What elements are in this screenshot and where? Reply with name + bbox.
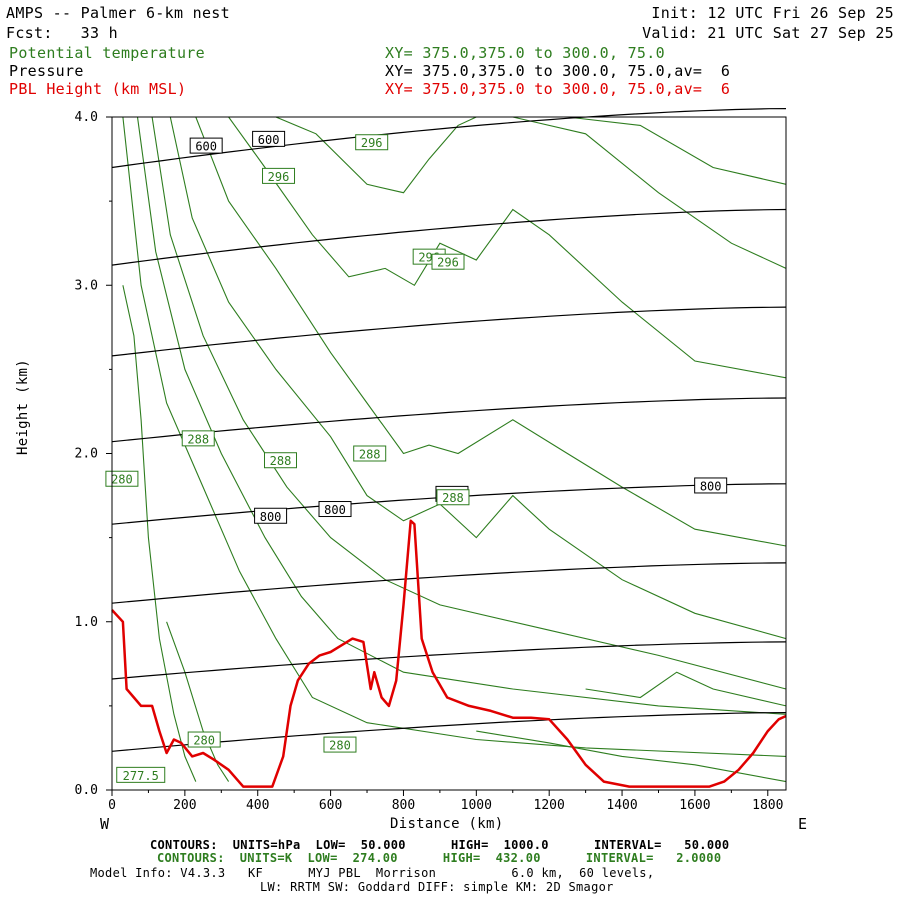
pressure-contour-label: 600 (258, 133, 280, 147)
east-label: E (798, 815, 808, 833)
theta-contour-label-box (431, 253, 465, 270)
west-label: W (100, 815, 110, 833)
pressure-contour-label-box (254, 507, 288, 524)
theta-contours (122, 116, 787, 783)
y-axis-label: Height (km) (15, 358, 31, 455)
pressure-contour-label-box (189, 137, 223, 154)
field-pressure-name: Pressure (9, 62, 84, 80)
theta-contour-label-box (355, 134, 389, 151)
physics-info: LW: RRTM SW: Goddard DIFF: simple KM: 2D… (260, 880, 614, 894)
x-tick-label: 800 (392, 798, 415, 813)
forecast-hour: Fcst: 33 h (6, 24, 118, 42)
theta-contour-label-box (436, 489, 470, 506)
x-axis-label: Distance (km) (390, 816, 504, 832)
theta-contour-label-box (187, 731, 221, 748)
init-time: Init: 12 UTC Fri 26 Sep 25 (651, 4, 894, 22)
field-theta-name: Potential temperature (9, 44, 205, 62)
model-info: Model Info: V4.3.3 KF MYJ PBL Morrison 6… (90, 866, 655, 880)
pressure-contour-line (111, 108, 787, 169)
theta-contour-line (567, 116, 787, 185)
y-tick-label: 4.0 (75, 110, 98, 125)
field-pressure-spec: XY= 375.0,375.0 to 300.0, 75.0,av= 6 (385, 62, 731, 80)
x-tick-label: 1400 (606, 798, 637, 813)
theta-contour-line (476, 730, 787, 783)
theta-contour-label: 288 (270, 454, 292, 468)
theta-contour-line (169, 116, 787, 640)
pressure-contour-label-box (318, 501, 352, 518)
theta-contour-line (136, 116, 787, 715)
y-tick-label: 1.0 (75, 615, 98, 630)
theta-contour-label-box (181, 430, 215, 447)
theta-contour-label: 296 (437, 256, 459, 270)
theta-contour-label: 288 (187, 432, 209, 446)
theta-contour-line (512, 116, 787, 269)
pressure-contour-line (111, 306, 787, 357)
theta-contour-label: 280 (329, 739, 351, 753)
x-tick-label: 600 (319, 798, 342, 813)
contour-labels: 6006008008008008002962962962962882882882… (105, 130, 728, 783)
x-tick-label: 1000 (461, 798, 492, 813)
pressure-contour-label-box (252, 130, 286, 147)
theta-contour-label-box (105, 470, 139, 487)
pbl-height-series (111, 519, 787, 788)
theta-contour-line (166, 621, 230, 782)
y-tick-label: 0.0 (75, 783, 98, 798)
x-tick-label: 400 (246, 798, 269, 813)
theta-contour-label-box (264, 452, 297, 469)
theta-contour-line (275, 116, 477, 194)
pressure-contour-label: 800 (700, 479, 722, 493)
pressure-contour-label: 800 (260, 510, 282, 524)
theta-contour-label-box (323, 736, 357, 753)
y-tick-label: 2.0 (75, 447, 98, 462)
field-pbl-spec: XY= 375.0,375.0 to 300.0, 75.0,av= 6 (385, 80, 731, 98)
theta-contour-line (151, 116, 787, 690)
x-tick-label: 1200 (534, 798, 565, 813)
theta-contour-line (195, 116, 787, 547)
pressure-contour-label: 800 (324, 503, 346, 517)
theta-contour-label: 277.5 (123, 769, 159, 783)
model-title: AMPS -- Palmer 6-km nest (6, 4, 230, 22)
theta-contour-label-box (116, 766, 166, 783)
pressure-contour-label-box (694, 477, 728, 494)
theta-contour-line (122, 116, 787, 757)
field-pbl-name: PBL Height (km MSL) (9, 80, 187, 98)
pressure-contour-line (111, 397, 787, 443)
theta-contour-label: 280 (111, 473, 133, 487)
axes: 0 200 400 600 800 1000 1200 1400 1600 1800 0.0 1.0 2… (75, 110, 784, 813)
x-tick-label: 200 (173, 798, 196, 813)
theta-contour-label: 288 (359, 448, 381, 462)
theta-contour-label-box (262, 167, 296, 184)
valid-time: Valid: 21 UTC Sat 27 Sep 25 (642, 24, 894, 42)
field-theta-spec: XY= 375.0,375.0 to 300.0, 75.0 (385, 44, 665, 62)
theta-contour-line (585, 671, 787, 707)
x-tick-label: 1800 (752, 798, 783, 813)
pbl-height-line (111, 519, 787, 788)
theta-contour-label: 296 (361, 136, 383, 150)
pressure-contour-line (111, 562, 787, 604)
x-tick-label: 1600 (679, 798, 710, 813)
theta-contour-line (122, 285, 197, 782)
pressure-contour-line (111, 208, 787, 266)
theta-contour-line (228, 116, 787, 379)
pressure-contour-label: 600 (195, 140, 217, 154)
pressure-contours (111, 108, 787, 752)
pressure-contour-line (111, 641, 787, 680)
theta-contour-label: 296 (268, 170, 290, 184)
theta-contour-label: 288 (442, 491, 464, 505)
pressure-contour-info: CONTOURS: UNITS=hPa LOW= 50.000 HIGH= 10… (150, 838, 730, 852)
pressure-contour-line (111, 712, 787, 752)
plot-frame (111, 116, 787, 791)
theta-contour-info: CONTOURS: UNITS=K LOW= 274.00 HIGH= 432.… (157, 851, 722, 865)
y-tick-label: 3.0 (75, 278, 98, 293)
theta-contour-label-box (353, 445, 387, 462)
theta-contour-label: 280 (193, 734, 215, 748)
x-tick-label: 0 (108, 798, 116, 813)
